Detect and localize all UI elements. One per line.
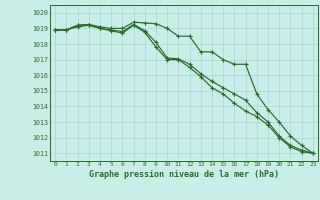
X-axis label: Graphe pression niveau de la mer (hPa): Graphe pression niveau de la mer (hPa) <box>89 170 279 179</box>
